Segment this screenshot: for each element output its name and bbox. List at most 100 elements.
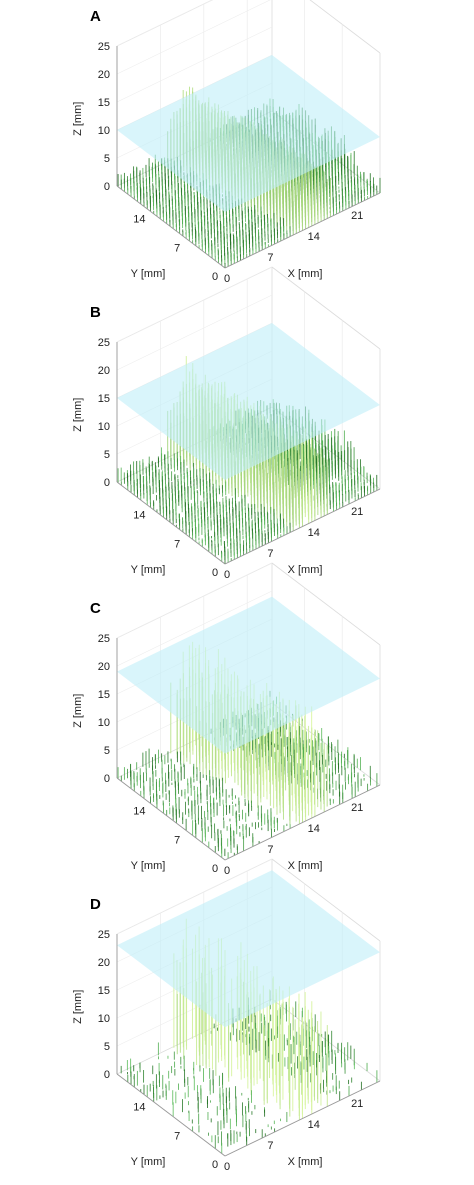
x-tick-label: 21: [351, 506, 363, 518]
z-axis-label: Z [mm]: [72, 990, 84, 1024]
z-tick-label: 25: [98, 929, 110, 941]
axis-line: [116, 481, 226, 565]
z-tick-label: 10: [98, 717, 110, 729]
y-tick-label: 14: [133, 806, 145, 818]
y-axis-label: Y [mm]: [131, 564, 166, 576]
z-tick-label: 0: [104, 1069, 110, 1081]
panel-c: C 0 7 14 21 0 7 14 0 5 10 15 20 25 X [mm] Y [mm] Z [mm]: [0, 562, 474, 888]
box-edge: [271, 858, 381, 942]
surface-plot-a: 0 7 14 21 0 7 14 0 5 10 15 20 25 X [mm] Y [mm] Z [mm]: [72, 0, 381, 285]
z-tick-label: 25: [98, 337, 110, 349]
x-tick-label: 14: [308, 823, 320, 835]
gridline: [116, 26, 273, 103]
z-tick-label: 20: [98, 365, 110, 377]
gridline: [116, 858, 273, 935]
gridline: [116, 562, 273, 639]
z-tick-label: 0: [104, 773, 110, 785]
y-tick-label: 0: [212, 271, 218, 283]
y-tick-label: 0: [212, 567, 218, 579]
x-tick-label: 14: [308, 231, 320, 243]
y-tick-label: 7: [174, 538, 180, 550]
y-tick-label: 14: [133, 510, 145, 522]
z-tick-label: 15: [98, 393, 110, 405]
z-tick-label: 5: [104, 1041, 110, 1053]
gridline: [116, 294, 273, 371]
z-axis-label: Z [mm]: [72, 102, 84, 136]
x-tick-label: 14: [308, 1119, 320, 1131]
axis-line: [224, 488, 381, 565]
axis-line: [116, 777, 226, 861]
x-tick-label: 7: [267, 1140, 273, 1152]
box-edge: [116, 0, 213, 47]
surface-plot-b: 0 7 14 21 0 7 14 0 5 10 15 20 25 X [mm] Y [mm] Z [mm]: [72, 266, 381, 581]
z-tick-label: 25: [98, 633, 110, 645]
z-tick-label: 0: [104, 181, 110, 193]
gridline: [116, 266, 273, 343]
panel-d: D 0 7 14 21 0 7 14 0 5 10 15 20 25 X [mm] Y [mm] Z [mm]: [0, 858, 474, 1184]
z-tick-label: 10: [98, 421, 110, 433]
x-tick-label: 0: [224, 1161, 230, 1173]
x-tick-label: 21: [351, 1098, 363, 1110]
y-tick-label: 7: [174, 1130, 180, 1142]
x-tick-label: 0: [224, 273, 230, 285]
y-tick-label: 14: [133, 1102, 145, 1114]
x-axis-label: X [mm]: [288, 860, 323, 872]
panel-letter: B: [90, 304, 101, 321]
box-edge: [309, 0, 381, 54]
z-tick-label: 20: [98, 661, 110, 673]
x-tick-label: 7: [267, 548, 273, 560]
x-tick-label: 14: [308, 527, 320, 539]
panel-letter: C: [90, 600, 101, 617]
x-tick-label: 7: [267, 844, 273, 856]
y-tick-label: 0: [212, 1159, 218, 1171]
z-tick-label: 0: [104, 477, 110, 489]
panel-letter: D: [90, 896, 101, 913]
threshold-plane: [117, 870, 380, 1028]
y-axis-label: Y [mm]: [131, 268, 166, 280]
panel-a: A 0 7 14 21 0 7 14 0 5 10 15 20 25 X [mm] Y [mm] Z [mm]: [0, 0, 474, 296]
axis-line: [224, 1080, 381, 1157]
axis-line: [224, 192, 381, 269]
x-tick-label: 21: [351, 802, 363, 814]
threshold-plane: [117, 55, 380, 212]
z-tick-label: 20: [98, 69, 110, 81]
y-tick-label: 14: [133, 214, 145, 226]
y-tick-label: 7: [174, 242, 180, 254]
x-axis-label: X [mm]: [288, 1156, 323, 1168]
surface-plot-d: 0 7 14 21 0 7 14 0 5 10 15 20 25 X [mm] Y [mm] Z [mm]: [72, 858, 381, 1173]
z-tick-label: 5: [104, 745, 110, 757]
x-axis-label: X [mm]: [288, 268, 323, 280]
x-tick-label: 0: [224, 865, 230, 877]
box-edge: [271, 266, 381, 350]
box-edge: [271, 562, 381, 646]
threshold-plane: [117, 596, 380, 754]
gridline: [116, 0, 271, 75]
x-tick-label: 21: [351, 210, 363, 222]
z-tick-label: 25: [98, 41, 110, 53]
gridline: [116, 0, 213, 47]
y-tick-label: 0: [212, 863, 218, 875]
z-tick-label: 15: [98, 689, 110, 701]
y-axis-label: Y [mm]: [131, 860, 166, 872]
x-tick-label: 0: [224, 569, 230, 581]
x-axis-label: X [mm]: [288, 564, 323, 576]
z-tick-label: 5: [104, 449, 110, 461]
surface-plot-c: 0 7 14 21 0 7 14 0 5 10 15 20 25 X [mm] Y [mm] Z [mm]: [72, 562, 381, 877]
gridline: [116, 590, 273, 667]
z-tick-label: 20: [98, 957, 110, 969]
z-tick-label: 10: [98, 125, 110, 137]
z-tick-label: 15: [98, 97, 110, 109]
axis-line: [116, 1073, 226, 1157]
panel-letter: A: [90, 8, 101, 25]
axis-line: [116, 185, 226, 269]
x-tick-label: 7: [267, 252, 273, 264]
z-tick-label: 15: [98, 985, 110, 997]
z-tick-label: 5: [104, 153, 110, 165]
panel-b: B 0 7 14 21 0 7 14 0 5 10 15 20 25 X [mm] Y [mm] Z [mm]: [0, 266, 474, 592]
y-tick-label: 7: [174, 834, 180, 846]
y-axis-label: Y [mm]: [131, 1156, 166, 1168]
axis-line: [224, 784, 381, 861]
z-axis-label: Z [mm]: [72, 398, 84, 432]
threshold-plane: [117, 323, 380, 480]
z-axis-label: Z [mm]: [72, 694, 84, 728]
